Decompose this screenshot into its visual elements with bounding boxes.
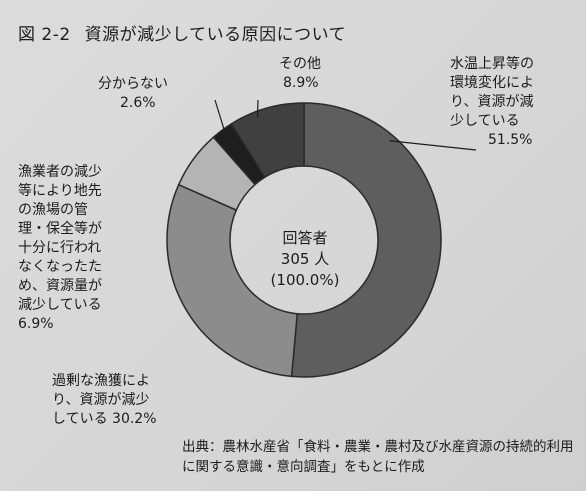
label-fishermen-decline: 漁業者の減少 等により地先 の漁場の管 理・保全等が 十分に行われ なくなったた… bbox=[18, 163, 102, 334]
label-unknown: 分からない 2.6% bbox=[96, 75, 168, 113]
source-line1: 出典：農林水産省「食料・農業・農村及び水産資源の持続的利用 bbox=[182, 439, 574, 455]
label-line: している 30.2% bbox=[52, 410, 157, 429]
slice-environment bbox=[290, 102, 442, 378]
label-line: 減少している bbox=[18, 297, 102, 313]
label-line: その他 bbox=[279, 56, 321, 72]
label-line-text: している bbox=[52, 411, 108, 427]
leader-line bbox=[256, 99, 259, 118]
label-line: 十分に行われ bbox=[18, 240, 102, 256]
center-line2: 305 人 bbox=[280, 250, 330, 268]
label-value: 2.6% bbox=[120, 95, 156, 111]
label-environment: 水温上昇等の 環境変化によ り、資源が減 少している 51.5% bbox=[450, 55, 534, 150]
title-text: 資源が減少している原因について bbox=[84, 25, 347, 45]
center-line1: 回答者 bbox=[282, 229, 328, 247]
label-line: 水温上昇等の bbox=[450, 56, 534, 72]
label-line: 過剰な漁獲によ bbox=[52, 373, 150, 389]
source-line2: に関する意識・意向調査」をもとに作成 bbox=[182, 459, 425, 475]
source-note: 出典：農林水産省「食料・農業・農村及び水産資源の持続的利用 に関する意識・意向調… bbox=[182, 437, 574, 477]
label-value: 30.2% bbox=[112, 411, 157, 427]
label-line: り、資源が減 bbox=[450, 94, 534, 110]
center-line3: (100.0%) bbox=[270, 271, 340, 289]
leader-line bbox=[389, 140, 477, 151]
label-line: 環境変化によ bbox=[450, 75, 534, 91]
center-label: 回答者 305 人 (100.0%) bbox=[262, 228, 348, 291]
label-other: その他 8.9% bbox=[275, 55, 321, 93]
slice-other bbox=[230, 102, 305, 179]
label-line: 分からない bbox=[98, 76, 168, 92]
label-line: の漁場の管 bbox=[18, 202, 88, 218]
leader-line bbox=[214, 99, 227, 136]
label-line: 理・保全等が bbox=[18, 221, 102, 237]
label-line: 等により地先 bbox=[18, 183, 102, 199]
label-line: 少している bbox=[450, 113, 520, 129]
label-value: 8.9% bbox=[283, 75, 319, 91]
chart-title: 図 2-2 資源が減少している原因について bbox=[18, 20, 346, 45]
label-value: 6.9% bbox=[18, 316, 54, 332]
figure-number: 図 2-2 bbox=[18, 25, 71, 45]
slice-overfishing bbox=[166, 183, 299, 378]
label-overfishing: 過剰な漁獲によ り、資源が減少 している 30.2% bbox=[52, 372, 157, 429]
label-line: め、資源量が bbox=[18, 278, 102, 294]
label-line: 漁業者の減少 bbox=[18, 164, 102, 180]
label-value: 51.5% bbox=[488, 132, 533, 148]
label-line: なくなったた bbox=[18, 259, 102, 275]
label-line: り、資源が減少 bbox=[52, 392, 150, 408]
